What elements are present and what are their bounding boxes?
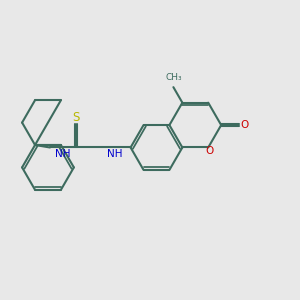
- Text: NH: NH: [107, 149, 122, 159]
- Text: CH₃: CH₃: [165, 73, 182, 82]
- Text: S: S: [72, 111, 80, 124]
- Text: O: O: [240, 120, 248, 130]
- Text: O: O: [205, 146, 213, 156]
- Text: NH: NH: [55, 149, 70, 159]
